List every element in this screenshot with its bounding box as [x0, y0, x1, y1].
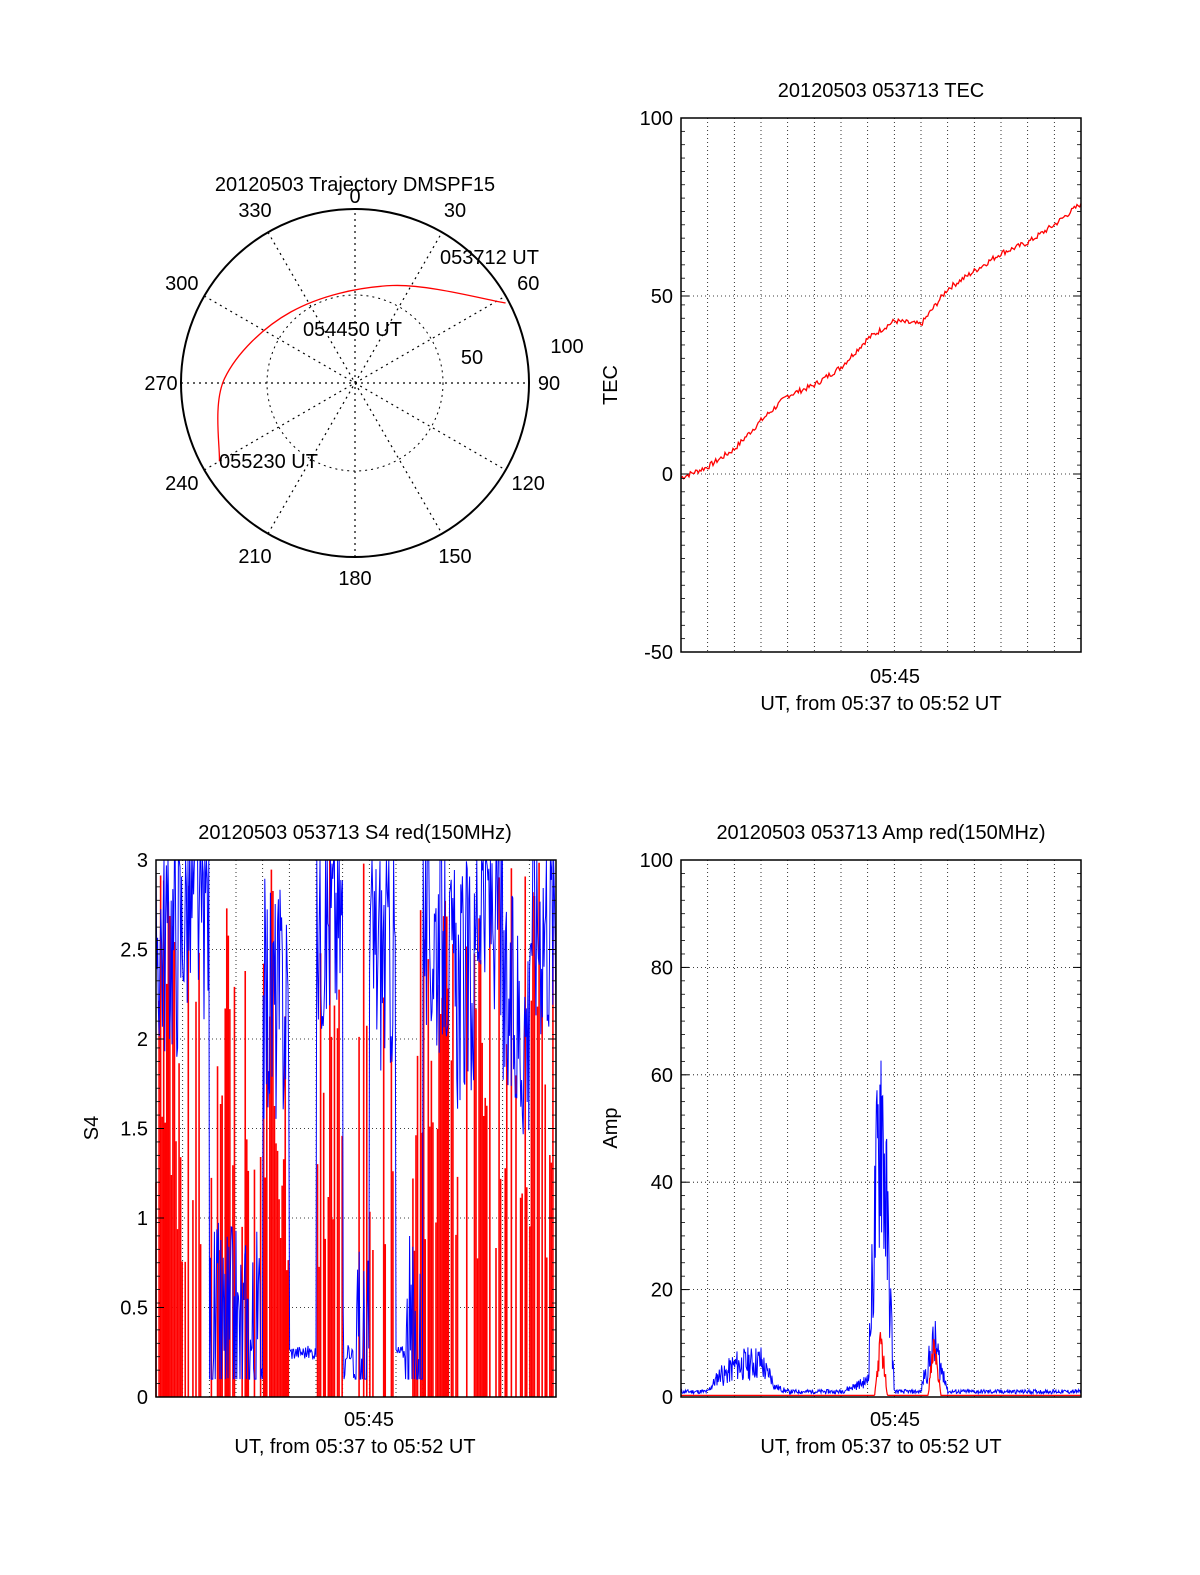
- y-tick-label: 0: [662, 464, 673, 486]
- polar-azimuth-label: 180: [338, 568, 371, 590]
- polar-spokes: [181, 209, 529, 557]
- y-tick-label: 40: [651, 1172, 673, 1194]
- polar-azimuth-label: 30: [444, 200, 466, 222]
- polar-azimuth-label: 240: [165, 473, 198, 495]
- trajectory-title: 20120503 Trajectory DMSPF15: [215, 174, 495, 196]
- trajectory-panel: 20120503 Trajectory DMSPF15 0 30 60 90 120 15…: [144, 174, 583, 590]
- amp-y-ticks: 0 20 40 60 80 100: [640, 850, 1081, 1409]
- polar-azimuth-label: 300: [165, 273, 198, 295]
- y-tick-label: 20: [651, 1280, 673, 1302]
- polar-azimuth-label: 120: [512, 473, 545, 495]
- y-tick-label: 100: [640, 108, 673, 130]
- amp-x-tick-label: 05:45: [870, 1409, 920, 1431]
- amp-panel: 20120503 053713 Amp red(150MHz) 0 20 40 60 8…: [600, 822, 1082, 1458]
- polar-azimuth-label: 270: [144, 373, 177, 395]
- polar-azimuth-label: 150: [438, 546, 471, 568]
- y-tick-label: 0.5: [120, 1298, 148, 1320]
- s4-x-tick-label: 05:45: [344, 1409, 394, 1431]
- polar-azimuth-label: 60: [517, 273, 539, 295]
- polar-azimuth-label: 90: [538, 373, 560, 395]
- polar-azimuth-labels: 0 30 60 90 120 150 180 210 240 270 300 330: [144, 186, 560, 590]
- y-tick-label: 1: [137, 1208, 148, 1230]
- amp-blue-series: [680, 1060, 1082, 1396]
- s4-y-axis-label: S4: [81, 1116, 103, 1140]
- s4-blue-series: [155, 859, 557, 1380]
- polar-radial-label: 50: [461, 347, 483, 369]
- trajectory-end-label: 055230 UT: [219, 451, 318, 473]
- y-tick-label: 1.5: [120, 1119, 148, 1141]
- amp-red-series: [681, 1332, 1081, 1396]
- trajectory-mid-label: 054450 UT: [303, 319, 402, 341]
- s4-y-ticks: 0 0.5 1 1.5 2 2.5 3: [120, 850, 556, 1409]
- s4-x-axis-label: UT, from 05:37 to 05:52 UT: [234, 1436, 475, 1458]
- tec-series-line: [680, 203, 1082, 480]
- tec-y-ticks: -50 0 50 100: [640, 108, 1081, 664]
- y-tick-label: -50: [644, 642, 673, 664]
- tec-plot-frame: [680, 117, 1082, 653]
- s4-title: 20120503 053713 S4 red(150MHz): [198, 822, 512, 844]
- tec-panel: 20120503 053713 TEC -50 0 50 100 05:45 UT, …: [600, 80, 1082, 715]
- tec-x-axis-label: UT, from 05:37 to 05:52 UT: [760, 693, 1001, 715]
- y-tick-label: 2: [137, 1029, 148, 1051]
- y-tick-label: 80: [651, 957, 673, 979]
- amp-title: 20120503 053713 Amp red(150MHz): [716, 822, 1045, 844]
- y-tick-label: 0: [662, 1387, 673, 1409]
- amp-x-axis-label: UT, from 05:37 to 05:52 UT: [760, 1436, 1001, 1458]
- y-tick-label: 100: [640, 850, 673, 872]
- s4-panel: 20120503 053713 S4 red(150MHz) 0 0.5 1 1.5 2…: [81, 822, 557, 1458]
- tec-title: 20120503 053713 TEC: [778, 80, 984, 102]
- y-tick-label: 60: [651, 1065, 673, 1087]
- trajectory-start-label: 053712 UT: [440, 247, 539, 269]
- y-tick-label: 2.5: [120, 940, 148, 962]
- y-tick-label: 3: [137, 850, 148, 872]
- polar-azimuth-label: 330: [238, 200, 271, 222]
- polar-azimuth-label: 210: [238, 546, 271, 568]
- polar-spoke: [267, 232, 443, 534]
- trajectory-line: [217, 284, 506, 462]
- polar-azimuth-label: 0: [349, 186, 360, 208]
- y-tick-label: 0: [137, 1387, 148, 1409]
- y-tick-label: 50: [651, 286, 673, 308]
- tec-gridlines: [681, 118, 1081, 652]
- tec-x-tick-label: 05:45: [870, 666, 920, 688]
- amp-y-axis-label: Amp: [600, 1107, 622, 1148]
- polar-radial-label: 100: [550, 336, 583, 358]
- tec-y-axis-label: TEC: [600, 365, 622, 405]
